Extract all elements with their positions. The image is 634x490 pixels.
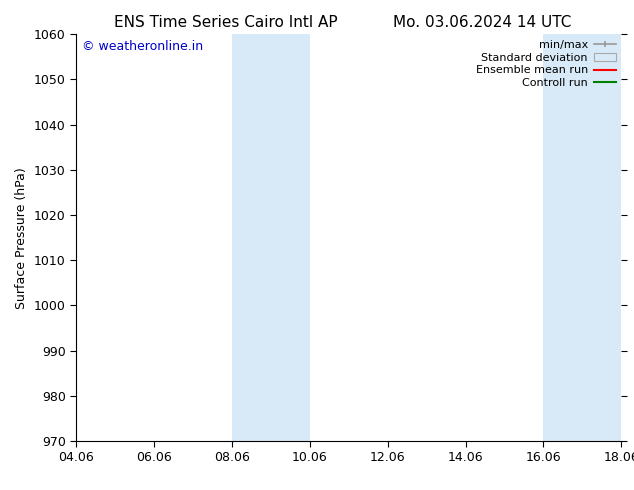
Text: © weatheronline.in: © weatheronline.in: [82, 40, 203, 53]
Text: Mo. 03.06.2024 14 UTC: Mo. 03.06.2024 14 UTC: [393, 15, 571, 30]
Legend: min/max, Standard deviation, Ensemble mean run, Controll run: min/max, Standard deviation, Ensemble me…: [474, 38, 618, 91]
Bar: [543, 34, 621, 441]
Y-axis label: Surface Pressure (hPa): Surface Pressure (hPa): [15, 167, 29, 309]
Bar: [232, 34, 310, 441]
Text: ENS Time Series Cairo Intl AP: ENS Time Series Cairo Intl AP: [114, 15, 338, 30]
